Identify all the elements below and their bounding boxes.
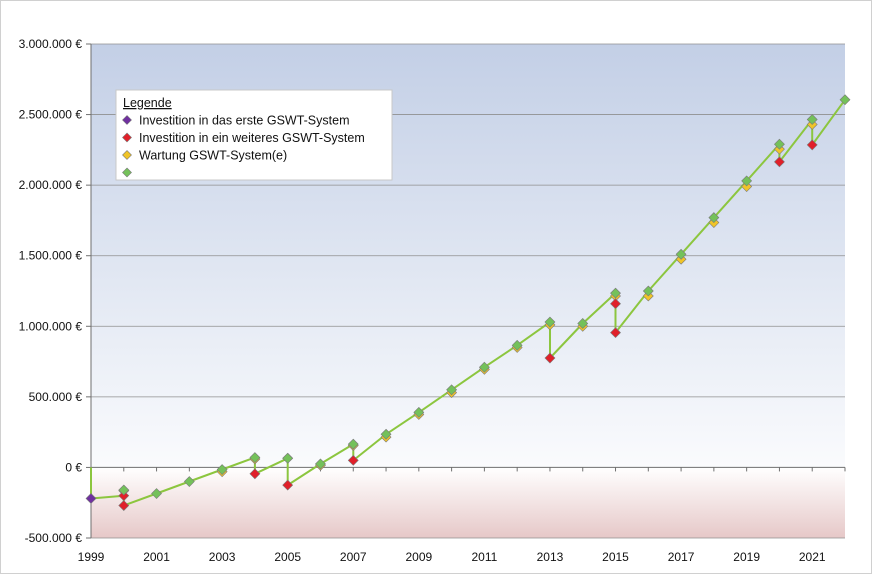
y-tick-label: 1.000.000 € xyxy=(19,319,83,333)
y-tick-label: 0 € xyxy=(65,460,82,474)
legend-entry-label: Investition in ein weiteres GSWT-System xyxy=(139,131,365,145)
marker-series-1 xyxy=(610,327,621,339)
x-tick-label: 2001 xyxy=(143,550,170,564)
marker-series-3 xyxy=(249,452,261,463)
gridlines xyxy=(86,43,845,539)
marker-series-3 xyxy=(151,488,162,499)
marker-series-3 xyxy=(741,175,753,187)
marker-series-3 xyxy=(642,285,654,297)
x-tick-label: 2019 xyxy=(733,550,760,564)
x-tick-label: 1999 xyxy=(78,550,105,564)
marker-series-3 xyxy=(118,484,130,496)
series-markers xyxy=(85,94,851,511)
marker-series-3 xyxy=(413,406,425,418)
legend-marker-1 xyxy=(122,132,132,143)
marker-series-3 xyxy=(610,287,621,299)
marker-series-1 xyxy=(249,468,261,480)
marker-series-1 xyxy=(610,298,621,310)
x-axis-tick-labels: 1999 2001 2003 2005 2007 2009 2011 2013 2015 2017… xyxy=(78,550,826,564)
x-tick-label: 2015 xyxy=(602,550,629,564)
y-tick-label: 500.000 € xyxy=(29,390,83,404)
marker-series-3 xyxy=(511,339,523,351)
marker-series-1 xyxy=(544,352,556,364)
marker-series-1 xyxy=(118,500,130,511)
legend-title: Legende xyxy=(123,96,172,110)
y-tick-label: -500.000 € xyxy=(25,531,83,545)
y-tick-label: 2.000.000 € xyxy=(19,178,83,192)
x-tick-label: 2021 xyxy=(799,550,826,564)
legend-entry-label: Wartung GSWT-System(e) xyxy=(139,149,287,163)
marker-series-3 xyxy=(183,476,195,487)
marker-series-2 xyxy=(741,181,753,192)
x-tick-label: 2003 xyxy=(209,550,236,564)
y-axis-tick-labels: -500.000 € 0 € 500.000 € 1.000.000 € 1.500.0… xyxy=(19,37,83,545)
marker-series-3 xyxy=(577,318,589,329)
y-tick-label: 1.500.000 € xyxy=(19,249,83,263)
plot-background-negative xyxy=(91,467,845,538)
marker-series-3 xyxy=(675,248,687,260)
x-tick-label: 2007 xyxy=(340,550,367,564)
marker-series-3 xyxy=(380,428,392,440)
x-tick-label: 2017 xyxy=(668,550,695,564)
marker-series-1 xyxy=(806,139,818,151)
x-tick-label: 2009 xyxy=(405,550,432,564)
legend-box xyxy=(115,89,393,181)
legend-marker-2 xyxy=(122,150,132,160)
y-tick-label: 3.000.000 € xyxy=(19,37,83,51)
marker-series-3 xyxy=(839,94,851,106)
legend-entry-label: Investition in das erste GSWT-System xyxy=(139,114,350,128)
marker-series-3 xyxy=(282,452,294,464)
x-tick-label: 2011 xyxy=(471,550,497,564)
marker-series-0 xyxy=(85,493,97,504)
marker-series-3 xyxy=(708,212,720,224)
marker-series-3 xyxy=(806,114,818,125)
marker-series-3 xyxy=(478,361,490,373)
x-tick-label: 2005 xyxy=(274,550,301,564)
marker-series-1 xyxy=(282,479,294,491)
y-tick-label: 2.500.000 € xyxy=(19,108,83,122)
marker-series-1 xyxy=(347,454,359,466)
marker-series-1 xyxy=(774,156,785,168)
legend-marker-3 xyxy=(122,167,132,178)
legend: Legende Investition in das erste GSWT-Sy… xyxy=(115,89,393,181)
legend-marker-0 xyxy=(122,115,132,125)
marker-series-3 xyxy=(544,316,556,328)
x-tick-label: 2013 xyxy=(537,550,564,564)
marker-series-3 xyxy=(774,138,785,150)
marker-series-3 xyxy=(315,458,326,470)
marker-series-3 xyxy=(446,384,458,396)
marker-series-3 xyxy=(216,464,228,475)
marker-series-3 xyxy=(347,438,359,450)
